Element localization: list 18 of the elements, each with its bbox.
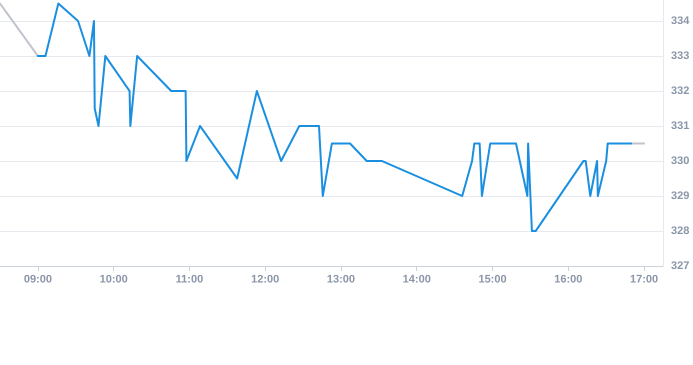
x-tick-label: 17:00 <box>630 274 658 286</box>
line-series <box>36 2 632 232</box>
y-tick-label: 334 <box>671 15 690 27</box>
y-tick-label: 328 <box>671 225 690 237</box>
x-tick-label: 09:00 <box>24 274 52 286</box>
y-tick-label: 333 <box>671 50 690 62</box>
y-tick-label: 330 <box>671 155 690 167</box>
y-tick-label: 327 <box>671 260 690 272</box>
x-tick-label: 11:00 <box>176 274 204 286</box>
y-tick-label: 332 <box>671 85 690 97</box>
x-tick-label: 15:00 <box>478 274 507 286</box>
x-tick-label: 12:00 <box>251 274 280 286</box>
y-tick-label: 329 <box>671 190 690 202</box>
y-tick-label: 331 <box>671 120 690 132</box>
x-tick-label: 10:00 <box>100 274 128 286</box>
x-tick-label: 13:00 <box>326 274 356 286</box>
x-tick-label: 16:00 <box>554 274 582 286</box>
x-tick-label: 14:00 <box>402 274 431 286</box>
